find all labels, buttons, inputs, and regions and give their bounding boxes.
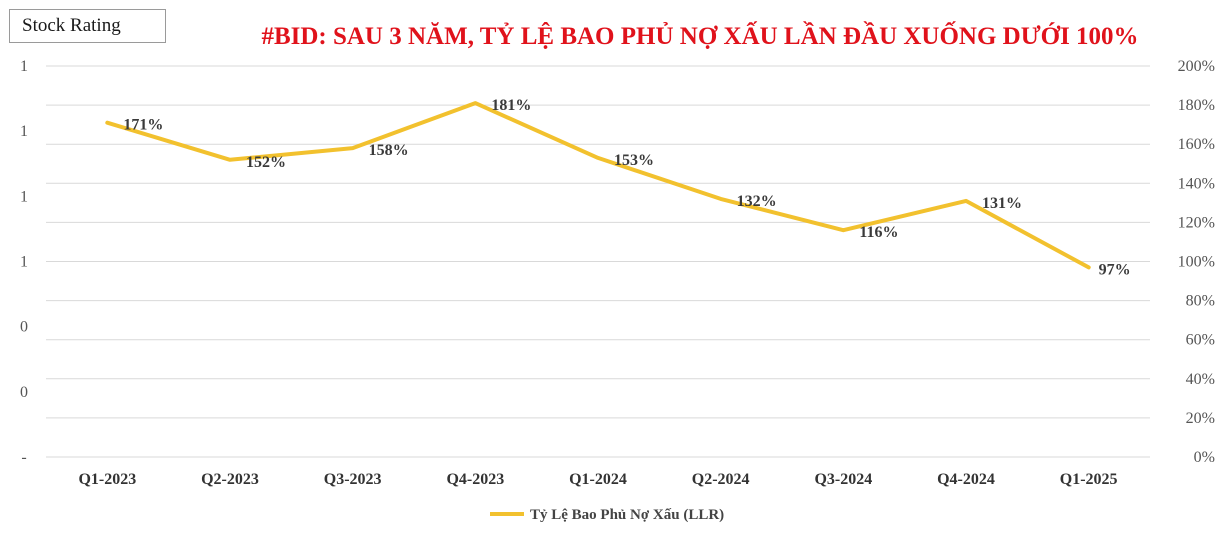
right-axis-tick-label: 180% (1178, 97, 1215, 114)
right-axis-tick-label: 160% (1178, 136, 1215, 153)
x-axis-tick-label: Q1-2023 (78, 471, 136, 488)
data-label: 181% (491, 97, 531, 114)
data-label: 131% (982, 195, 1022, 212)
data-label: 158% (369, 142, 409, 159)
right-axis-tick-label: 0% (1194, 449, 1215, 466)
data-label: 132% (737, 193, 777, 210)
left-axis-tick-label: 0 (20, 319, 28, 336)
legend: Tỷ Lệ Bao Phủ Nợ Xấu (LLR) (490, 507, 724, 523)
grid-lines (46, 65, 1150, 458)
right-axis-tick-label: 80% (1186, 293, 1215, 310)
left-axis-tick-label: 1 (20, 58, 28, 75)
right-axis-tick-label: 120% (1178, 214, 1215, 231)
x-axis-tick-label: Q4-2023 (446, 471, 504, 488)
x-axis-tick-label: Q2-2023 (201, 471, 259, 488)
left-axis-ticks: - 0 0 1 1 1 1 (20, 58, 28, 466)
left-axis-tick-label: 1 (20, 188, 28, 205)
data-label: 153% (614, 152, 654, 169)
right-axis-ticks: 0% 20% 40% 60% 80% 100% 120% 140% 160% 180% 200% (1178, 58, 1215, 466)
series-line-llr (105, 101, 1091, 270)
x-axis-tick-label: Q1-2025 (1060, 471, 1118, 488)
data-label: 171% (123, 117, 163, 134)
right-axis-tick-label: 200% (1178, 58, 1215, 75)
data-labels: 171% 152% 158% 181% 153% 132% 116% 131% 97% (123, 97, 1130, 278)
left-axis-tick-label: 1 (20, 123, 28, 140)
data-label: 152% (246, 154, 286, 171)
x-axis-tick-label: Q3-2024 (814, 471, 872, 488)
x-axis-tick-label: Q4-2024 (937, 471, 995, 488)
left-axis-tick-label: 1 (20, 254, 28, 271)
x-axis-tick-label: Q1-2024 (569, 471, 627, 488)
right-axis-tick-label: 60% (1186, 332, 1215, 349)
left-axis-tick-label: - (21, 449, 26, 466)
right-axis-tick-label: 40% (1186, 371, 1215, 388)
right-axis-tick-label: 140% (1178, 175, 1215, 192)
series-layer (105, 101, 1091, 270)
right-axis-tick-label: 20% (1186, 410, 1215, 427)
x-axis-tick-label: Q2-2024 (692, 471, 750, 488)
data-label: 116% (859, 224, 898, 241)
right-axis-tick-label: 100% (1178, 254, 1215, 271)
left-axis-tick-label: 0 (20, 384, 28, 401)
x-axis-tick-label: Q3-2023 (324, 471, 382, 488)
legend-label: Tỷ Lệ Bao Phủ Nợ Xấu (LLR) (530, 507, 724, 523)
chart-title: #BID: SAU 3 NĂM, TỶ LỆ BAO PHỦ NỢ XẤU LẦ… (261, 23, 1139, 50)
x-axis-ticks: Q1-2023 Q2-2023 Q3-2023 Q4-2023 Q1-2024 Q2-20… (78, 471, 1117, 488)
data-label-highlighted: 97% (1099, 261, 1131, 278)
stock-rating-badge: Stock Rating (9, 9, 166, 43)
